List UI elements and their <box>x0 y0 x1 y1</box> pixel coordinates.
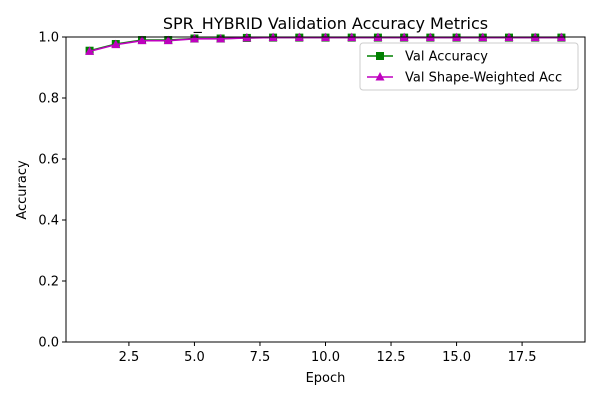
data-point-s2-6 <box>216 33 226 43</box>
y-axis-label: Accuracy <box>15 160 30 220</box>
data-point-s2-5 <box>189 33 199 43</box>
legend-marker-1 <box>376 52 384 60</box>
chart-title: SPR_HYBRID Validation Accuracy Metrics <box>163 14 488 34</box>
x-tick-label-6: 15.0 <box>442 350 471 365</box>
data-point-s2-2 <box>111 39 121 49</box>
legend-label-2: Val Shape-Weighted Acc <box>405 71 562 86</box>
x-tick-label-4: 10.0 <box>311 350 340 365</box>
legend-box <box>359 42 579 91</box>
y-tick-label-4: 0.6 <box>38 153 59 168</box>
y-tick-label-1: 0.0 <box>38 336 59 351</box>
x-tick-label-5: 12.5 <box>377 350 406 365</box>
x-tick-label-3: 7.5 <box>250 350 271 365</box>
data-point-s2-1 <box>85 46 95 55</box>
y-tick-label-5: 0.8 <box>38 92 59 107</box>
plot-area: 2.5 5.0 7.5 10.0 12.5 15.0 17.5 0.0 0.2 0.4 0.6 0.8… <box>38 31 586 365</box>
x-axis-label: Epoch <box>306 371 346 386</box>
x-tick-label-7: 17.5 <box>508 350 537 365</box>
y-tick-label-2: 0.2 <box>38 275 59 290</box>
legend: Val Accuracy Val Shape-Weighted Acc <box>359 42 579 91</box>
x-tick-label-1: 2.5 <box>119 350 140 365</box>
x-tick-label-2: 5.0 <box>184 350 205 365</box>
y-tick-label-6: 1.0 <box>38 31 59 46</box>
data-point-s2-4 <box>163 35 173 45</box>
y-tick-label-3: 0.4 <box>38 214 59 229</box>
data-point-s2-3 <box>137 35 147 45</box>
legend-marker-2 <box>375 72 385 81</box>
legend-label-1: Val Accuracy <box>405 50 488 65</box>
